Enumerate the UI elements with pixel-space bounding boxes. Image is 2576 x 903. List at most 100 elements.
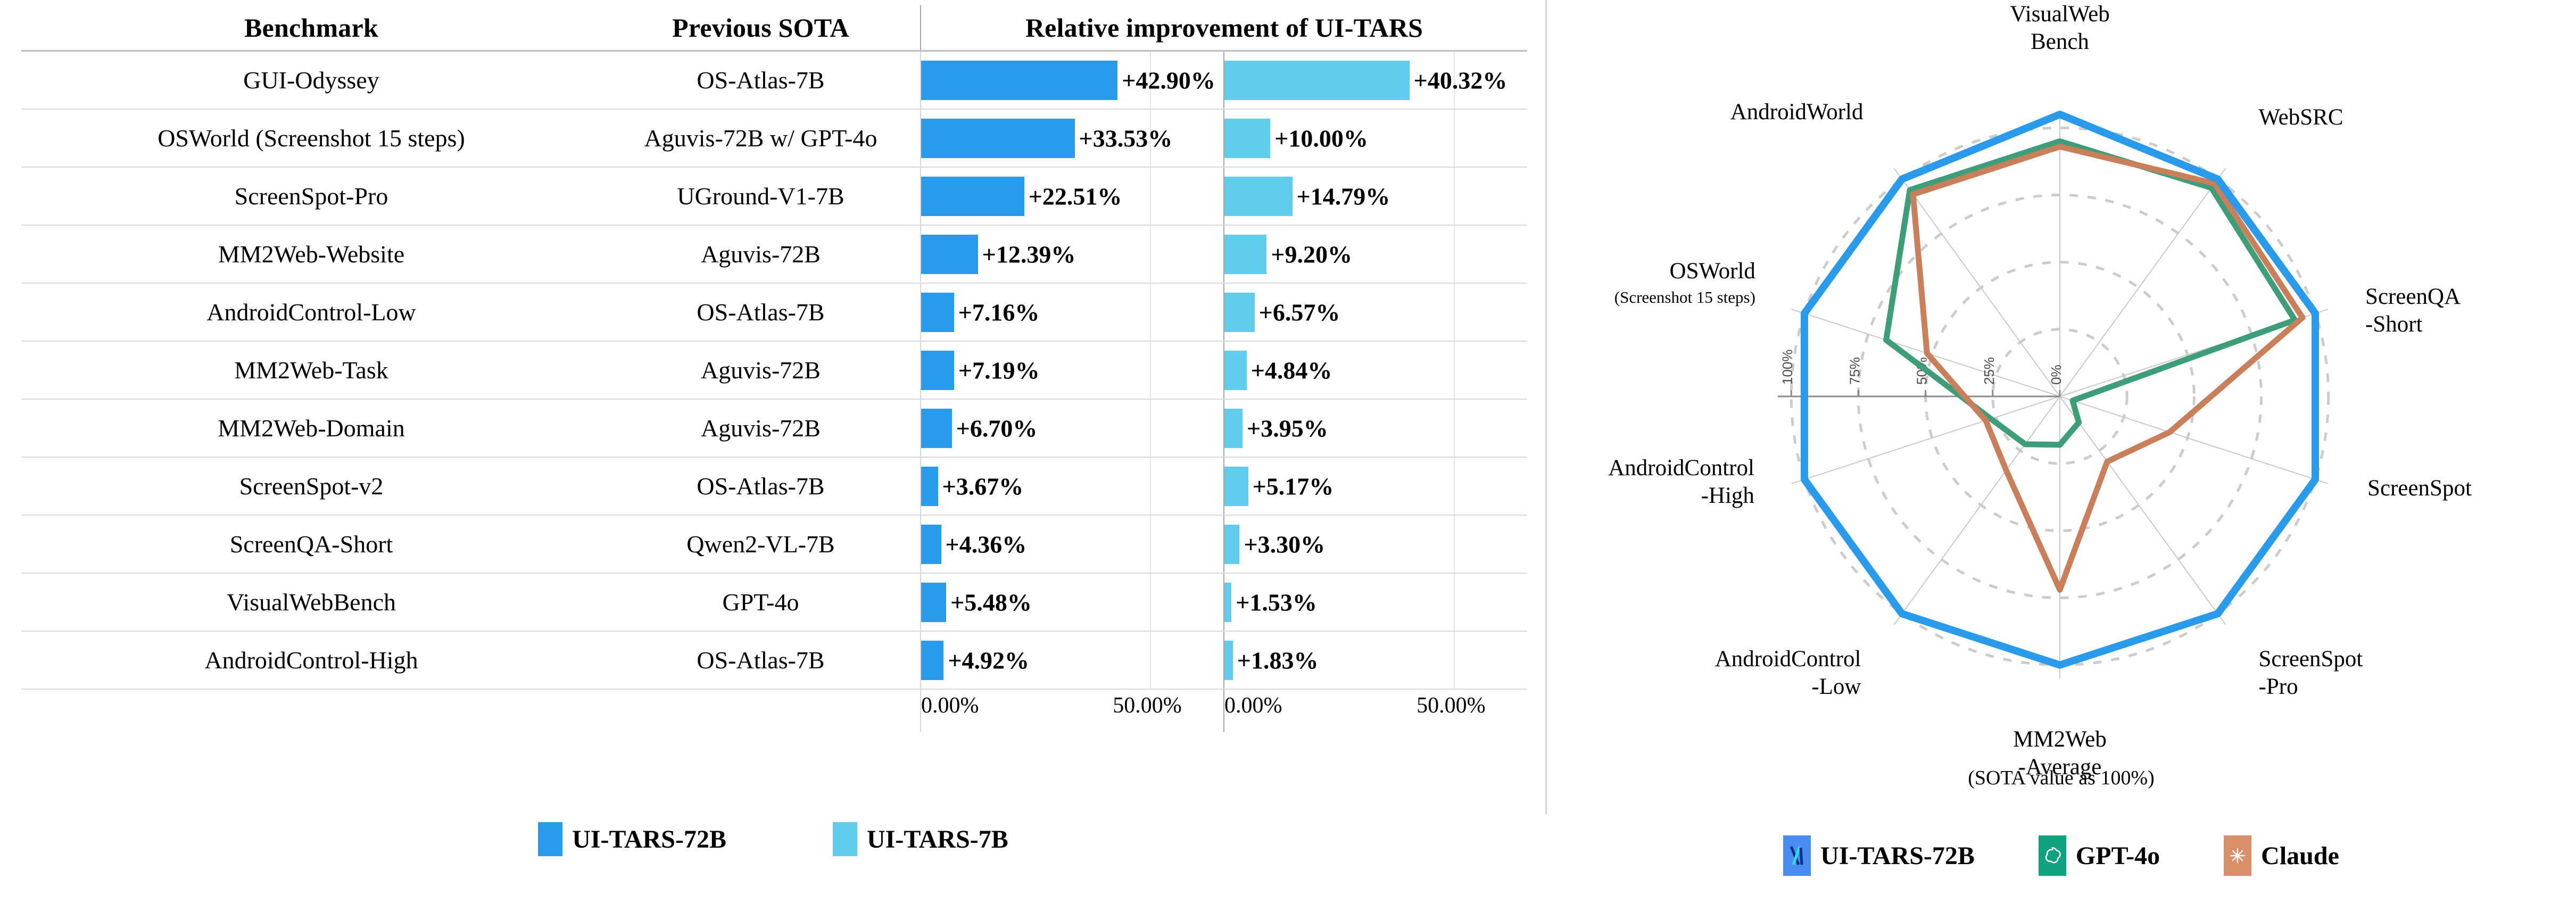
grid-line bbox=[1454, 516, 1455, 573]
grid-line bbox=[1150, 168, 1152, 225]
bar bbox=[921, 350, 954, 390]
table-row: MM2Web-Website Aguvis-72B +12.39% +9.20% bbox=[21, 225, 1528, 284]
svg-text:VisualWeb: VisualWeb bbox=[2010, 2, 2109, 27]
legend-item-ui-tars-72b-radar[interactable]: UI-TARS-72B bbox=[1783, 835, 1975, 876]
axis-tick-label: 0.00% bbox=[921, 693, 979, 718]
cell-benchmark: GUI-Odyssey bbox=[21, 51, 601, 110]
cell-benchmark: MM2Web-Domain bbox=[21, 399, 601, 458]
bar-axis-row: 0.00% 50.00% 0.00% 50.00% bbox=[21, 689, 1528, 732]
legend-label-claude: Claude bbox=[2261, 841, 2339, 870]
legend-item-claude[interactable]: Claude bbox=[2224, 835, 2339, 876]
grid-line bbox=[1150, 516, 1152, 573]
svg-text:-High: -High bbox=[1701, 483, 1754, 508]
cell-bar-72b: +7.16% bbox=[920, 283, 1224, 342]
cell-previous-sota: OS-Atlas-7B bbox=[601, 457, 921, 516]
table-header-row: Benchmark Previous SOTA Relative improve… bbox=[21, 5, 1528, 52]
table-row: MM2Web-Task Aguvis-72B +7.19% +4.84% bbox=[21, 341, 1528, 400]
bar-value-label: +4.92% bbox=[948, 647, 1030, 674]
svg-text:MM2Web: MM2Web bbox=[2013, 727, 2107, 752]
bar bbox=[1224, 176, 1293, 216]
svg-text:-Average: -Average bbox=[2018, 755, 2102, 780]
axis-cell: 0.00% 50.00% bbox=[920, 689, 1224, 732]
cell-benchmark: ScreenSpot-Pro bbox=[21, 167, 601, 226]
grid-line bbox=[1454, 400, 1455, 457]
bar-value-label: +14.79% bbox=[1296, 183, 1390, 210]
table-row: ScreenSpot-Pro UGround-V1-7B +22.51% +14.79… bbox=[21, 167, 1528, 226]
radar-grid-ring bbox=[1991, 328, 2128, 465]
bar bbox=[921, 118, 1075, 158]
claude-glyph-icon bbox=[2230, 848, 2246, 863]
radar-spoke bbox=[1791, 396, 2060, 484]
benchmark-table: Benchmark Previous SOTA Relative improve… bbox=[21, 5, 1528, 732]
legend-item-gpt4o[interactable]: GPT-4o bbox=[2038, 835, 2160, 876]
bar-value-label: +4.84% bbox=[1250, 357, 1332, 384]
grid-line bbox=[1454, 226, 1455, 283]
bar-chart-legend: UI-TARS-72B UI-TARS-7B bbox=[0, 822, 1546, 856]
cell-benchmark: AndroidControl-High bbox=[21, 631, 601, 690]
svg-text:OSWorld: OSWorld bbox=[1670, 259, 1755, 284]
bar bbox=[921, 640, 944, 680]
grid-line bbox=[1150, 574, 1152, 631]
svg-text:AndroidWorld: AndroidWorld bbox=[1730, 100, 1863, 125]
bar-value-label: +33.53% bbox=[1079, 125, 1173, 152]
bar-value-label: +22.51% bbox=[1028, 183, 1122, 210]
bar-value-label: +7.16% bbox=[958, 299, 1040, 326]
radar-axis-label: VisualWebBench bbox=[2010, 2, 2109, 54]
col-header-relative-improvement: Relative improvement of UI-TARS bbox=[920, 5, 1528, 52]
radar-axis-label: OSWorld (Screenshot 15 steps) bbox=[1614, 259, 1755, 306]
cell-bar-72b: +7.19% bbox=[920, 341, 1224, 400]
svg-text:AndroidControl: AndroidControl bbox=[1715, 647, 1861, 672]
grid-line bbox=[1454, 458, 1455, 515]
bar bbox=[1224, 466, 1248, 506]
bar bbox=[1224, 408, 1243, 448]
radar-axis-label: WebSRC bbox=[2259, 105, 2343, 130]
bar bbox=[1224, 60, 1410, 100]
axis-tick-label: 0.00% bbox=[1224, 693, 1282, 718]
grid-line bbox=[1454, 168, 1455, 225]
ui-tars-glyph-icon bbox=[1790, 846, 1803, 865]
table-row: AndroidControl-High OS-Atlas-7B +4.92% +1.8… bbox=[21, 631, 1528, 690]
bar-value-label: +5.17% bbox=[1252, 473, 1334, 500]
bar bbox=[1224, 118, 1271, 158]
table-row: ScreenQA-Short Qwen2-VL-7B +4.36% +3.30% bbox=[21, 515, 1528, 574]
left-panel-bar-chart: Benchmark Previous SOTA Relative improve… bbox=[0, 5, 1546, 856]
grid-line bbox=[1150, 226, 1152, 283]
cell-bar-7b: +3.95% bbox=[1223, 399, 1528, 458]
legend-item-ui-tars-7b[interactable]: UI-TARS-7B bbox=[833, 822, 1008, 856]
cell-bar-7b: +3.30% bbox=[1223, 515, 1528, 574]
grid-line bbox=[1150, 342, 1152, 399]
cell-bar-7b: +5.17% bbox=[1223, 457, 1528, 516]
bar-value-label: +1.53% bbox=[1236, 589, 1317, 616]
bar bbox=[1224, 640, 1233, 680]
bar bbox=[1224, 292, 1255, 332]
cell-benchmark: OSWorld (Screenshot 15 steps) bbox=[21, 109, 601, 168]
bar-value-label: +6.57% bbox=[1258, 299, 1340, 326]
axis-tick-label: 50.00% bbox=[1417, 693, 1486, 718]
cell-benchmark: MM2Web-Website bbox=[21, 225, 601, 284]
radar-axis-label: AndroidControl-High bbox=[1608, 455, 1754, 508]
cell-bar-72b: +33.53% bbox=[920, 109, 1224, 168]
cell-bar-72b: +6.70% bbox=[920, 399, 1224, 458]
svg-text:AndroidControl: AndroidControl bbox=[1608, 455, 1754, 481]
bar-value-label: +3.95% bbox=[1247, 415, 1328, 442]
grid-line bbox=[1150, 110, 1152, 167]
cell-bar-72b: +4.92% bbox=[920, 631, 1224, 690]
ui-tars-logo-icon bbox=[1783, 835, 1811, 876]
bar-value-label: +10.00% bbox=[1274, 125, 1368, 152]
cell-bar-7b: +1.83% bbox=[1223, 631, 1528, 690]
legend-item-ui-tars-72b[interactable]: UI-TARS-72B bbox=[538, 822, 726, 856]
bar bbox=[1224, 234, 1267, 274]
axis-cell: 0.00% 50.00% bbox=[1223, 689, 1528, 732]
radar-series-gpt-4o bbox=[1883, 138, 2298, 448]
svg-text:-Low: -Low bbox=[1811, 674, 1861, 699]
grid-line bbox=[1150, 52, 1152, 109]
grid-line bbox=[1150, 284, 1152, 341]
cell-bar-72b: +42.90% bbox=[920, 51, 1224, 110]
radar-tick-label: 75% bbox=[1846, 357, 1862, 385]
grid-line bbox=[1150, 458, 1152, 515]
table-body: GUI-Odyssey OS-Atlas-7B +42.90% +40.32% OSWo… bbox=[21, 51, 1528, 732]
legend-label-72b: UI-TARS-72B bbox=[572, 825, 726, 854]
cell-benchmark: VisualWebBench bbox=[21, 573, 601, 632]
table-row: ScreenSpot-v2 OS-Atlas-7B +3.67% +5.17% bbox=[21, 457, 1528, 516]
radar-series-claude bbox=[1910, 144, 2306, 593]
